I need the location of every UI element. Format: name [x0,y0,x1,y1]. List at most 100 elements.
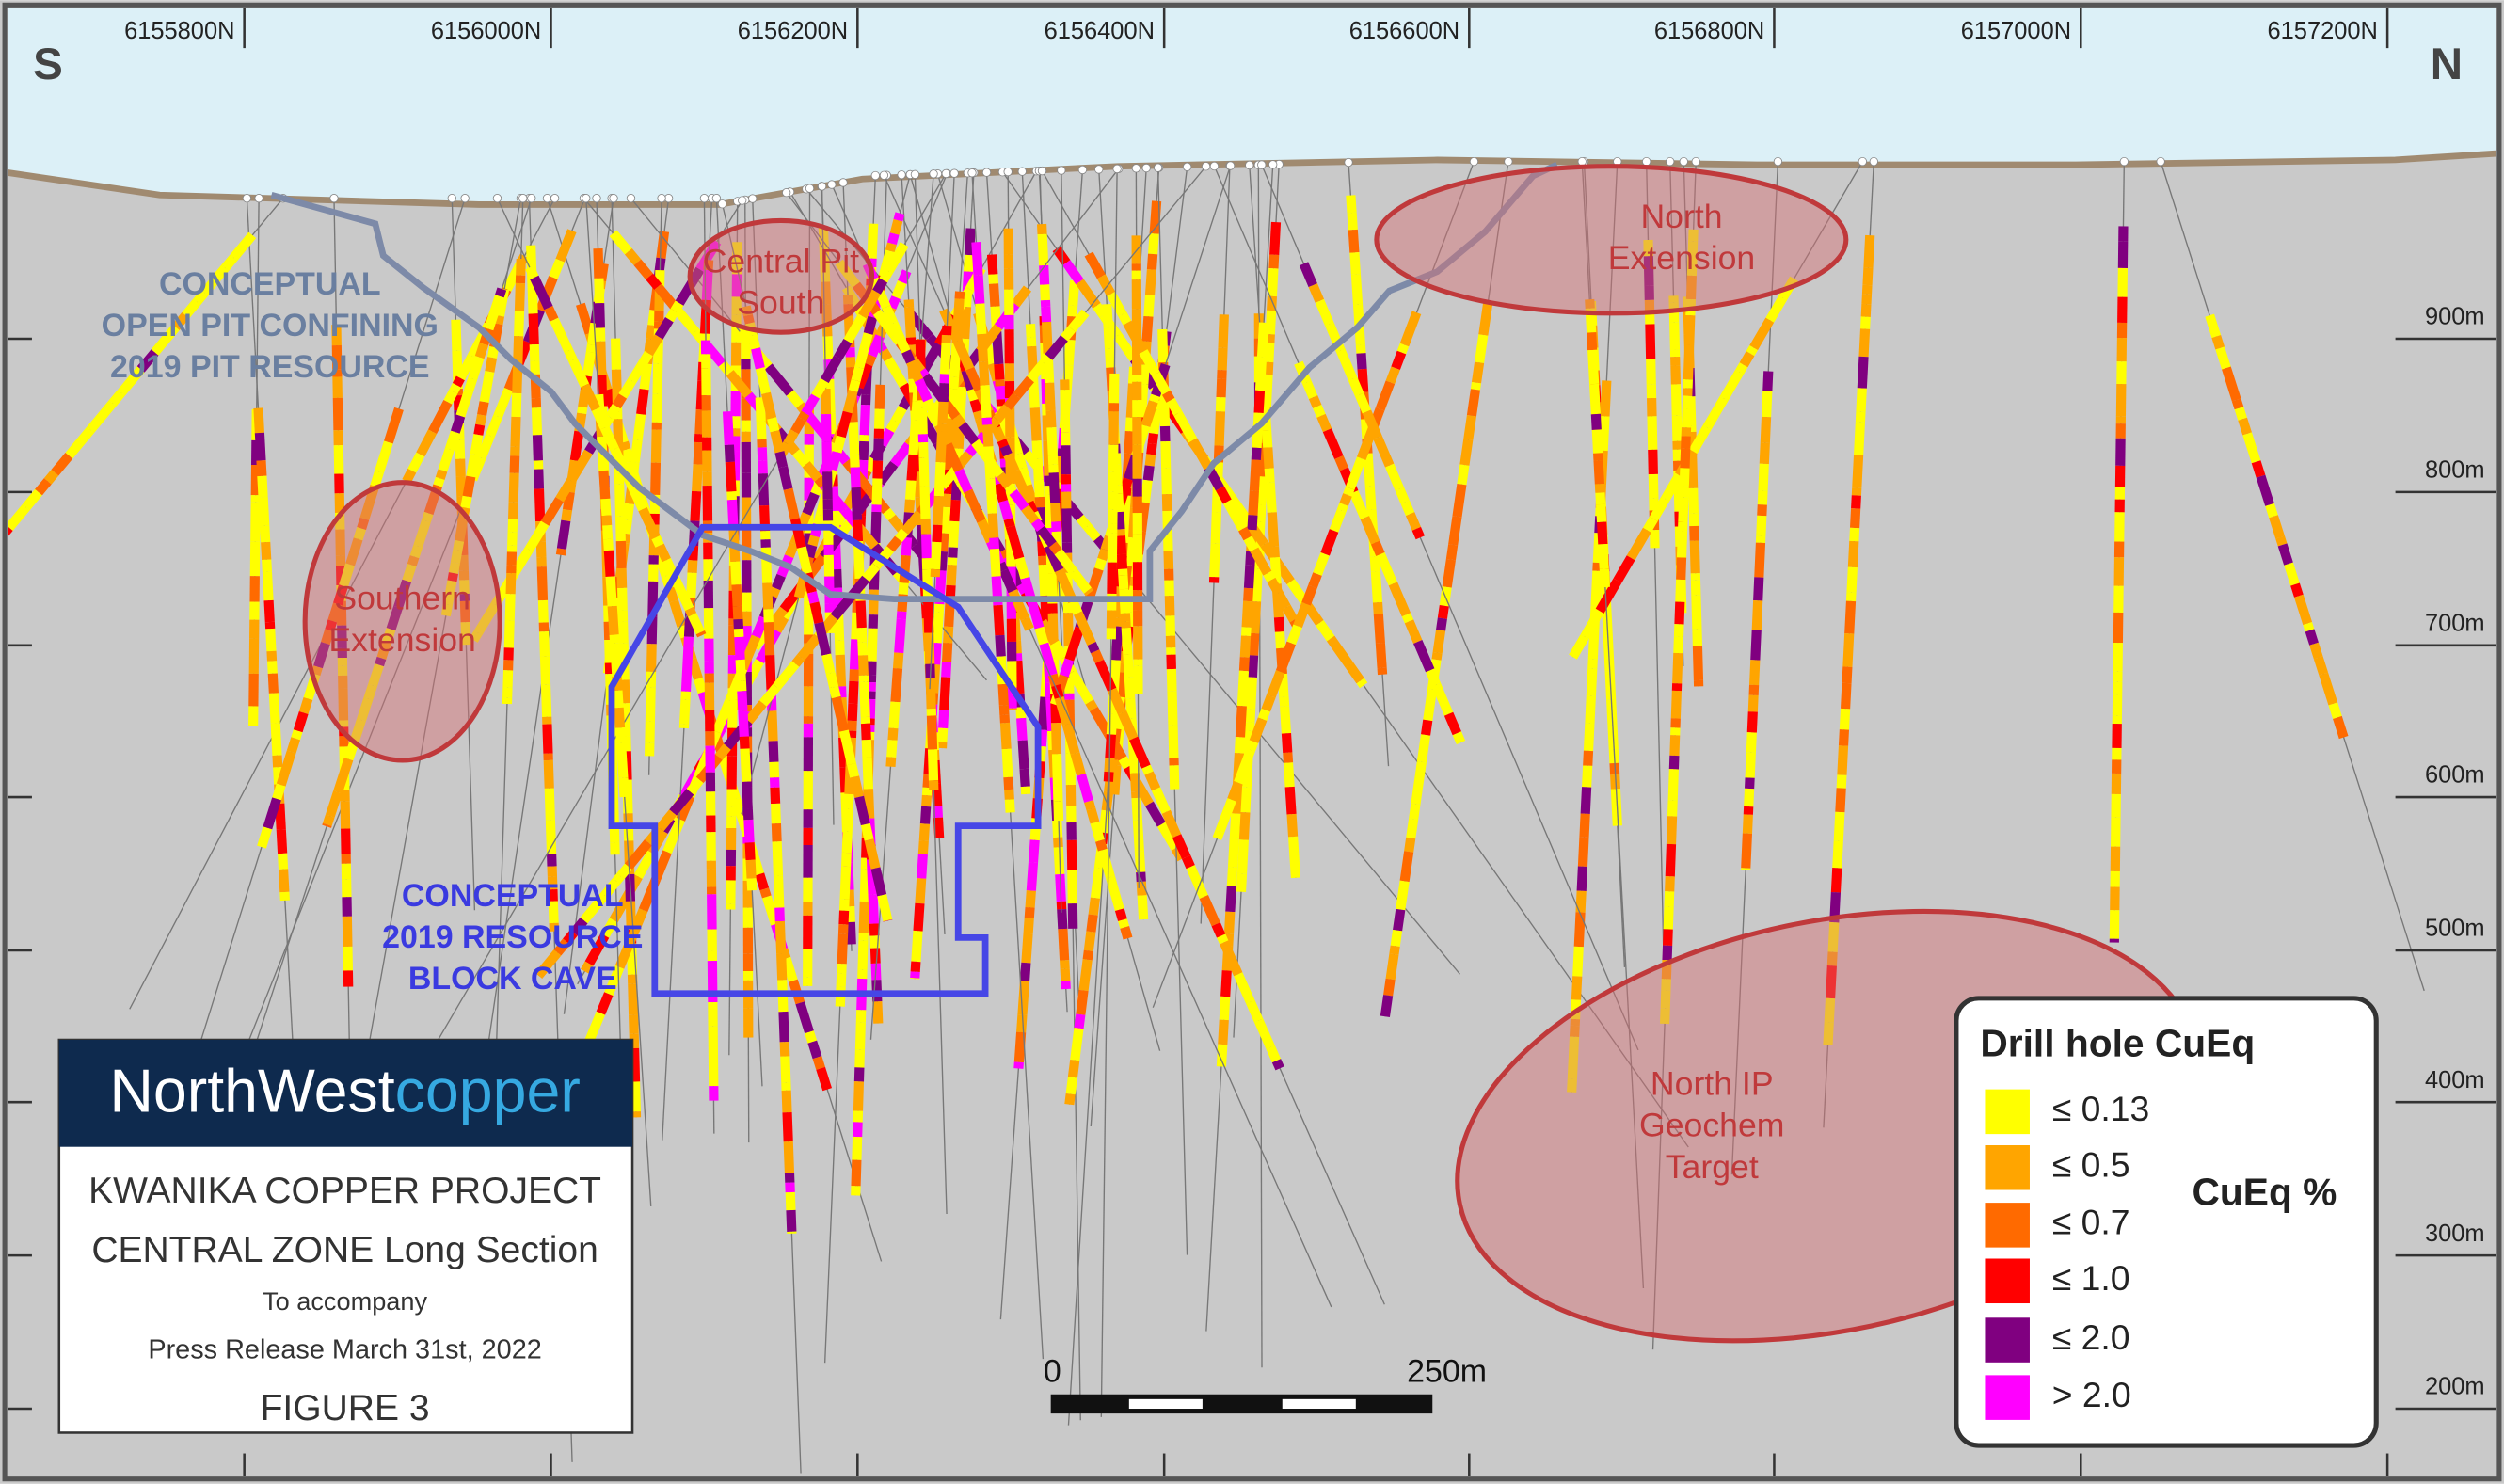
assay-interval [867,223,879,259]
assay-interval [678,699,691,726]
assay-interval [2234,407,2247,421]
assay-interval [1689,540,1700,574]
assay-interval [884,357,908,389]
assay-interval [917,441,929,458]
assay-interval [1580,608,1604,640]
assay-interval [1289,853,1301,879]
assay-interval [841,831,853,854]
assay-interval [1478,302,1493,336]
assay-interval [1691,595,1702,630]
assay-interval [858,440,869,461]
assay-interval [1283,752,1294,763]
assay-interval [555,229,577,263]
assay-interval [911,930,923,963]
assay-interval [973,409,984,420]
assay-interval [966,388,980,402]
assay-interval [1265,482,1277,513]
assay-interval [885,242,897,253]
assay-interval [859,404,871,436]
assay-interval [744,700,767,725]
assay-interval [1396,343,1410,355]
assay-interval [382,628,396,644]
assay-interval [1227,781,1243,802]
assay-interval [1466,389,1480,417]
assay-interval [629,1013,639,1034]
assay-interval [507,502,518,520]
assay-interval [939,343,951,375]
assay-interval [1683,344,1695,380]
assay-interval [767,710,778,742]
assay-interval [1234,972,1255,1004]
assay-interval [1156,822,1180,851]
assay-interval [839,866,852,900]
assay-interval [620,519,632,535]
north-label: N [2431,40,2463,89]
assay-interval [922,774,933,789]
assay-interval [1013,452,1028,470]
assay-interval [935,431,948,463]
assay-interval [1431,651,1443,661]
assay-interval [1078,959,1093,992]
assay-interval [1360,516,1380,545]
collar [1773,156,1783,167]
assay-interval [1164,596,1175,616]
assay-interval [761,895,780,926]
assay-interval [263,599,275,623]
assay-interval [1376,552,1398,586]
collar [967,168,977,178]
assay-interval [650,429,662,463]
assay-interval [582,351,596,377]
assay-interval [1751,599,1763,630]
assay-interval [539,656,551,686]
assay-interval [1047,673,1061,687]
northing-label: 6156200N [738,18,848,44]
assay-interval [1248,490,1259,516]
assay-interval [731,584,742,607]
assay-interval [1350,274,1364,306]
assay-interval [891,280,907,299]
assay-interval [584,933,610,966]
assay-interval [920,534,932,559]
assay-interval [1363,453,1375,487]
collar [518,193,528,203]
assay-interval [593,247,604,279]
assay-interval [1106,875,1124,911]
assay-interval [872,460,884,479]
assay-interval [870,867,887,897]
assay-interval [1664,891,1675,907]
assay-interval [655,543,671,563]
assay-interval [1613,555,1635,583]
assay-interval [1074,611,1091,633]
assay-interval [585,343,598,354]
assay-interval [1095,838,1108,852]
assay-interval [1626,527,1651,561]
assay-interval [854,1021,866,1050]
assay-interval [921,794,933,807]
assay-interval [1013,1031,1027,1063]
assay-interval [1413,639,1435,673]
assay-interval [806,591,820,604]
assay-interval [639,362,653,391]
assay-interval [605,404,621,420]
assay-interval [455,389,473,418]
assay-interval [1212,829,1225,840]
assay-interval [1148,409,1162,435]
assay-interval [1060,326,1076,342]
northing-label: 6155800N [124,18,234,44]
logo-northwest: NorthWest [109,1057,394,1125]
assay-interval [854,332,873,369]
assay-interval [977,519,996,544]
assay-interval [771,573,786,591]
zone-outline [302,480,502,763]
assay-interval [813,513,825,526]
assay-interval [910,961,921,972]
assay-interval [939,308,963,343]
assay-interval [768,586,781,598]
assay-interval [376,640,391,661]
assay-interval [1665,843,1677,877]
assay-interval [771,803,781,824]
assay-interval [747,334,761,350]
assay-interval [1856,388,1867,412]
assay-interval [504,594,516,621]
